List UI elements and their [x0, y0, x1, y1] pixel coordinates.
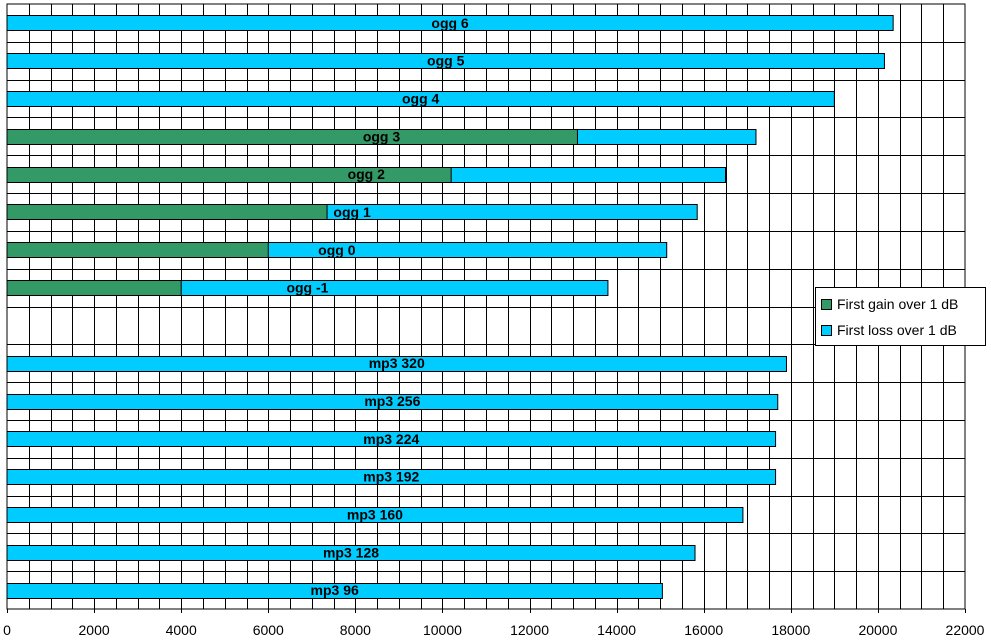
bar-label: mp3 96 — [311, 582, 359, 598]
legend-label: First loss over 1 dB — [837, 322, 957, 338]
legend: First gain over 1 dB First loss over 1 dB — [815, 287, 986, 346]
bar-label: ogg 5 — [427, 53, 465, 69]
bar-first-gain — [6, 129, 578, 145]
bar-label: mp3 320 — [369, 355, 425, 371]
bar-label: ogg 1 — [333, 204, 371, 220]
legend-box — [815, 287, 986, 346]
x-tick-label: 8000 — [340, 622, 371, 638]
bar-first-loss — [6, 53, 885, 69]
x-tick-label: 2000 — [79, 622, 110, 638]
bar-label: mp3 128 — [323, 544, 379, 560]
x-tick-label: 22000 — [946, 622, 985, 638]
bar-label: ogg 4 — [402, 91, 440, 107]
legend-swatch — [821, 299, 832, 310]
bar-label: mp3 192 — [363, 469, 419, 485]
bar-first-gain — [6, 204, 328, 220]
bars — [6, 15, 894, 599]
bar-first-loss — [6, 394, 779, 410]
x-tick-label: 14000 — [597, 622, 636, 638]
bar-first-loss — [6, 545, 696, 561]
x-tick-label: 16000 — [684, 622, 723, 638]
bar-first-loss — [6, 469, 777, 485]
x-tick-label: 12000 — [510, 622, 549, 638]
bar-first-gain — [6, 242, 269, 258]
grid — [6, 3, 966, 610]
legend-swatch — [821, 325, 832, 336]
bar-label: mp3 256 — [364, 393, 420, 409]
x-tick-label: 0 — [3, 622, 11, 638]
bar-first-loss — [6, 507, 744, 523]
bar-labels: ogg 6 ogg 5 ogg 4 ogg 3 ogg 2 ogg 1 ogg 0 ogg -… — [286, 15, 468, 598]
bar-first-loss — [6, 15, 894, 31]
x-tick-label: 6000 — [253, 622, 284, 638]
bar-first-gain — [6, 167, 452, 183]
bar-label: ogg 2 — [348, 166, 386, 182]
bar-first-loss — [6, 91, 835, 107]
x-tick-label: 20000 — [858, 622, 897, 638]
bar-first-gain — [6, 280, 182, 296]
x-tick-label: 4000 — [166, 622, 197, 638]
x-axis: 0 2000 4000 6000 8000 10000 12000 14000 16000 180… — [3, 609, 985, 638]
bar-label: ogg 3 — [363, 128, 401, 144]
bar-first-loss — [6, 583, 663, 599]
bar-label: ogg 0 — [318, 242, 356, 258]
bar-first-loss — [6, 431, 777, 447]
bar-label: mp3 160 — [347, 506, 403, 522]
x-tick-label: 10000 — [423, 622, 462, 638]
bar-first-loss — [6, 356, 787, 372]
bar-label: ogg -1 — [286, 280, 328, 296]
legend-label: First gain over 1 dB — [837, 296, 958, 312]
x-tick-label: 18000 — [771, 622, 810, 638]
bar-label: ogg 6 — [431, 15, 469, 31]
bar-label: mp3 224 — [363, 431, 419, 447]
